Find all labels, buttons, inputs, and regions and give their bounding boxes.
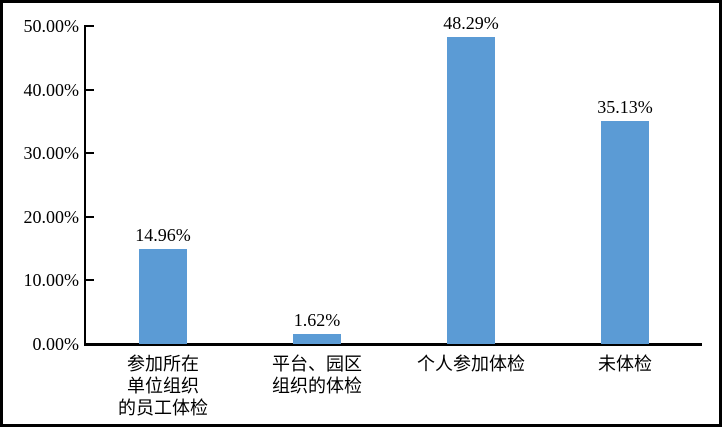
x-axis-category-label: 个人参加体检 xyxy=(417,354,525,374)
x-axis-category-label: 未体检 xyxy=(598,354,652,374)
x-axis-category-label: 平台、园区 组织的体检 xyxy=(272,354,362,396)
y-axis-tick-label: 10.00% xyxy=(23,270,80,291)
bar-value-label: 48.29% xyxy=(443,13,499,33)
y-axis-tick-mark xyxy=(86,88,94,91)
x-axis-line xyxy=(84,343,702,346)
bar xyxy=(139,249,187,344)
bar-value-label: 35.13% xyxy=(597,97,653,117)
bar-value-label: 1.62% xyxy=(293,310,341,330)
bar-value-label: 14.96% xyxy=(135,225,191,245)
y-axis-tick-label: 50.00% xyxy=(23,16,80,36)
y-axis-tick-mark xyxy=(86,215,94,218)
y-axis-tick-label: 0.00% xyxy=(32,334,80,354)
y-axis-tick-mark xyxy=(86,25,94,27)
bar xyxy=(601,121,649,344)
x-axis-category-label: 参加所在 单位组织 的员工体检 xyxy=(118,354,208,418)
y-axis-tick-mark xyxy=(86,279,94,282)
y-axis-tick-mark xyxy=(86,343,94,345)
bar xyxy=(293,334,341,344)
y-axis-tick-label: 40.00% xyxy=(23,79,80,100)
y-axis-tick-mark xyxy=(86,152,94,155)
bar-chart-plot-area: 0.00% 10.00% 20.00% 30.00% 40.00% 50.00% 14.96… xyxy=(3,3,719,424)
y-axis-tick-label: 20.00% xyxy=(23,206,80,227)
bar xyxy=(447,37,495,344)
y-axis-tick-label: 30.00% xyxy=(23,143,80,164)
y-axis-line xyxy=(84,25,86,345)
